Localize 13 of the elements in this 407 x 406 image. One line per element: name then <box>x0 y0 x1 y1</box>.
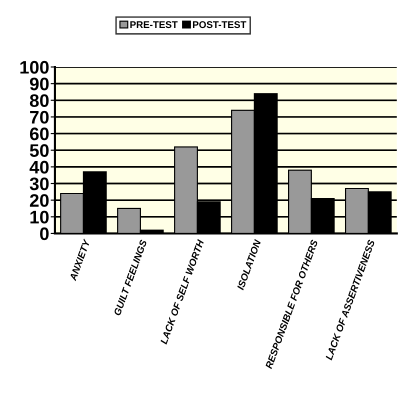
legend-label: PRE-TEST <box>130 21 178 28</box>
y-tick-label: 50 <box>30 144 49 157</box>
y-tick-label: 30 <box>30 177 49 190</box>
y-tick-label: 10 <box>30 210 49 224</box>
y-tick-label: 20 <box>30 194 49 207</box>
y-tick-label: 100 <box>20 60 49 74</box>
y-tick-label: 40 <box>30 160 49 174</box>
y-tick-label: 70 <box>30 110 49 124</box>
y-tick-label: 80 <box>30 94 49 107</box>
y-tick-label: 0 <box>40 227 49 240</box>
y-tick-label: 90 <box>30 78 49 90</box>
y-tick-label: 60 <box>30 128 49 140</box>
legend-label: POST-TEST <box>192 21 246 28</box>
